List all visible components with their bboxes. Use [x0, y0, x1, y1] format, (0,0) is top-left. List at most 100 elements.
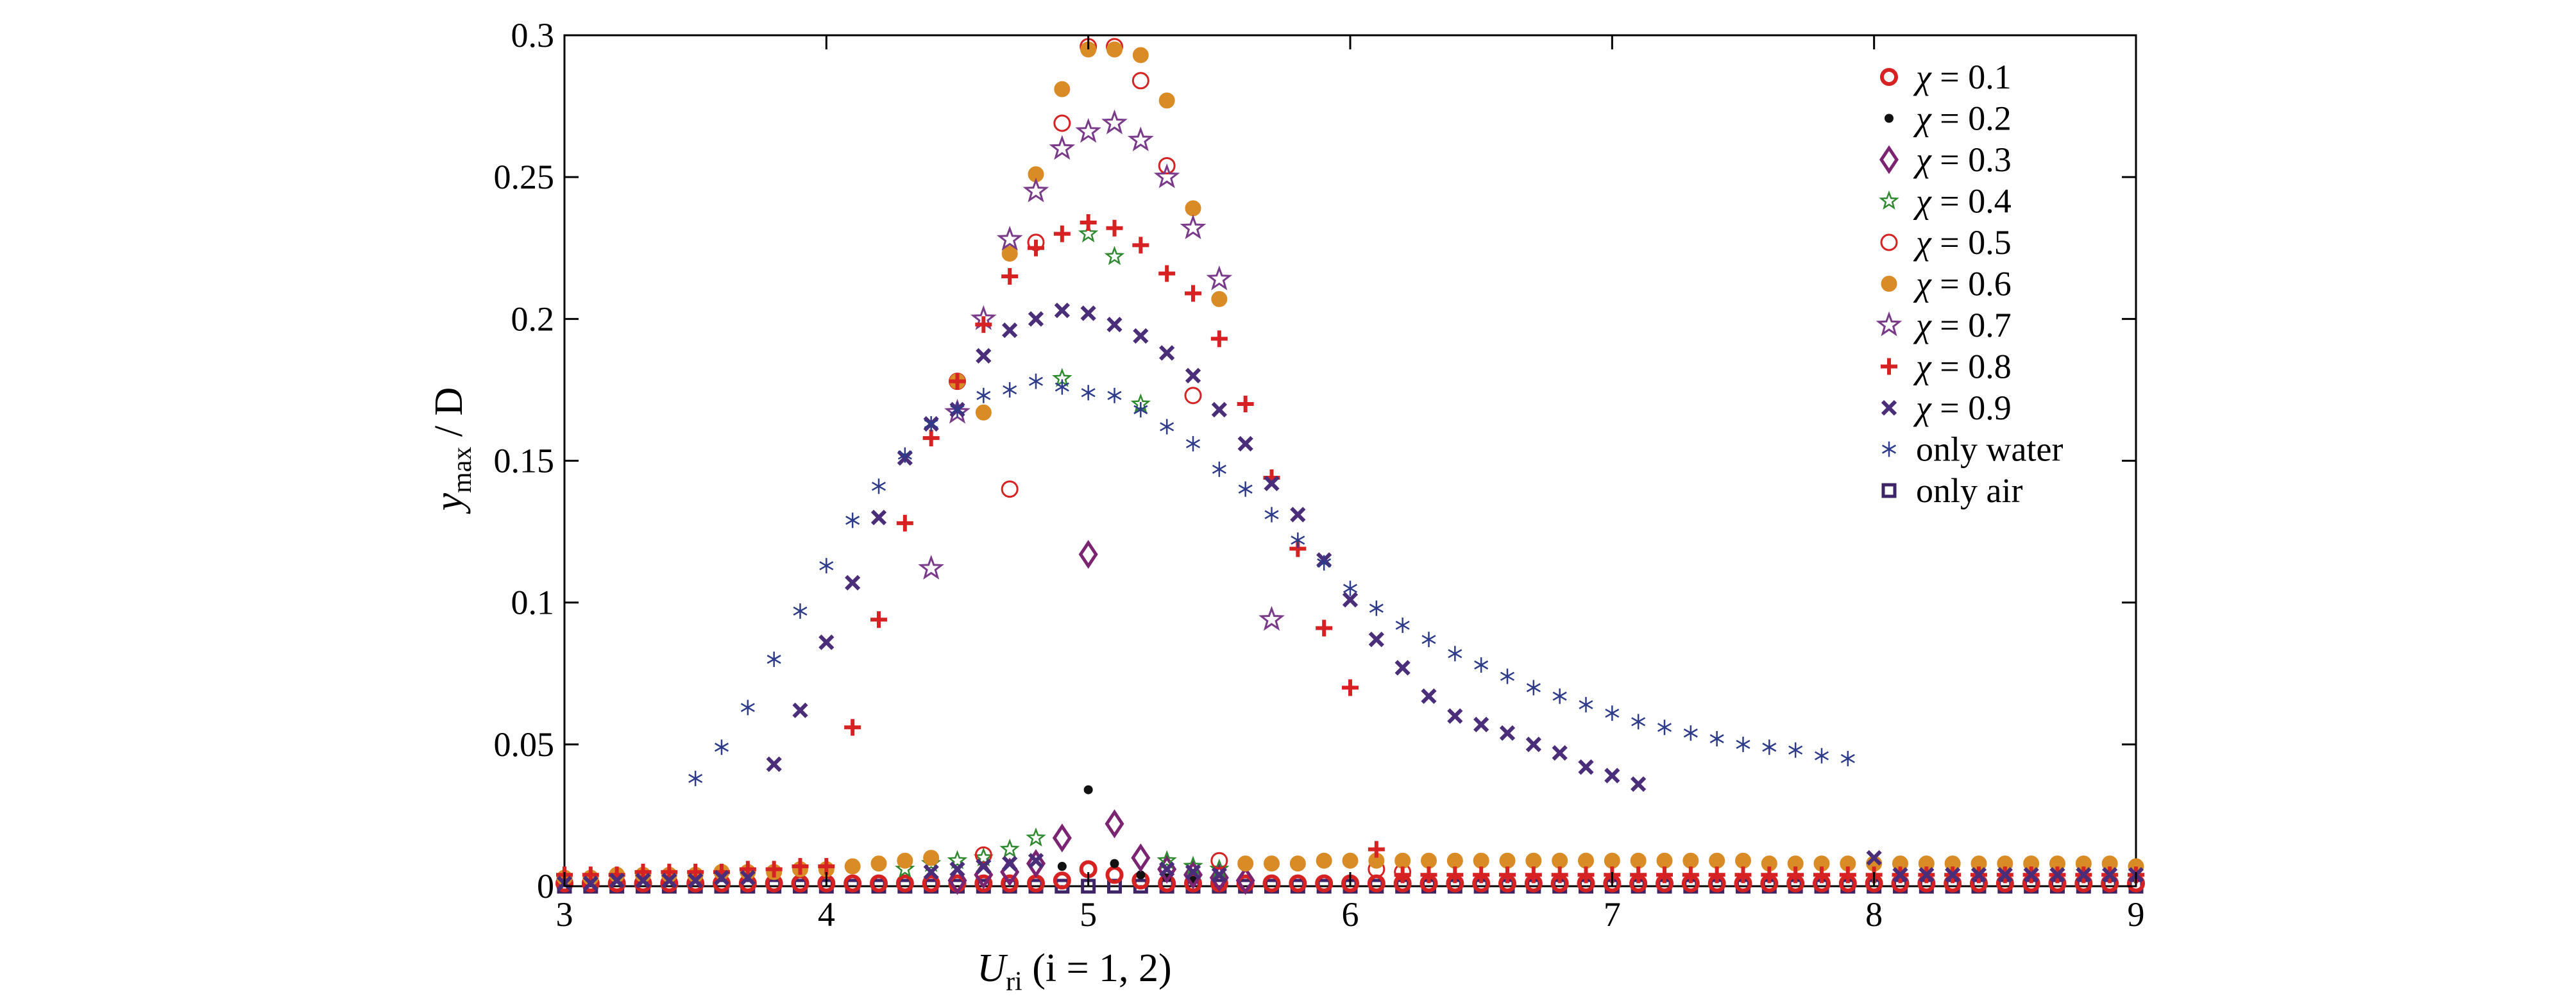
data-point [714, 739, 729, 755]
data-point [1136, 870, 1146, 880]
data-point [1185, 367, 1201, 383]
data-point [582, 875, 598, 891]
data-point [1133, 328, 1149, 344]
data-point [1001, 267, 1019, 285]
data-point [871, 478, 886, 494]
data-point [1057, 862, 1067, 871]
data-point [1003, 382, 1017, 398]
data-point [999, 838, 1020, 858]
data-point [1866, 850, 1882, 866]
legend-label: only water [1916, 430, 2063, 469]
data-point [766, 756, 782, 772]
data-point [1421, 632, 1436, 648]
data-point [1159, 345, 1175, 361]
data-point [1210, 852, 1228, 870]
data-point [1813, 866, 1830, 884]
data-point [1630, 866, 1647, 884]
data-point [1106, 41, 1123, 58]
data-point [1552, 852, 1568, 869]
legend-label: χ = 0.2 [1913, 99, 2012, 138]
data-point [918, 555, 944, 580]
data-point [1052, 823, 1072, 853]
data-point [1577, 866, 1595, 884]
data-point [1368, 632, 1384, 648]
data-point [1001, 874, 1019, 893]
data-point [582, 866, 599, 884]
data-point [1264, 475, 1280, 492]
data-point [1631, 776, 1647, 792]
data-point [1104, 246, 1125, 265]
data-point [818, 634, 835, 650]
data-point [845, 512, 860, 528]
data-point [974, 874, 993, 893]
series-5 [556, 41, 2144, 886]
data-point [1081, 385, 1096, 401]
y-tick-label: 0.3 [511, 16, 555, 55]
series-7 [556, 214, 2144, 884]
legend: χ = 0.1χ = 0.2χ = 0.3χ = 0.4χ = 0.5χ = 0… [1876, 58, 2063, 510]
data-point [1420, 866, 1437, 884]
data-point [1656, 866, 1673, 884]
legend-item: χ = 0.7 [1876, 306, 2012, 344]
legend-marker [1879, 190, 1899, 210]
data-point [1499, 852, 1516, 869]
data-point [688, 770, 703, 786]
data-point [1211, 401, 1227, 418]
data-point [765, 861, 783, 878]
data-point [1185, 864, 1201, 880]
data-point [896, 514, 913, 532]
data-point [1264, 507, 1279, 523]
data-point [843, 874, 862, 893]
x-axis-label: Uri (i = 1, 2) [977, 946, 1171, 997]
data-point [1080, 305, 1096, 321]
data-point [740, 700, 755, 716]
data-point [767, 652, 781, 668]
data-point [1970, 867, 1987, 883]
data-point [870, 855, 887, 872]
data-point [996, 226, 1023, 251]
data-point [1159, 861, 1175, 877]
data-point [1394, 660, 1411, 676]
data-point [634, 863, 652, 880]
series-3 [895, 223, 1230, 878]
data-point [1180, 214, 1207, 240]
data-point [1002, 322, 1018, 339]
data-point [1762, 739, 1777, 755]
data-point [1049, 135, 1076, 160]
data-point [1106, 219, 1123, 237]
data-point [1026, 849, 1046, 879]
data-point [1101, 109, 1128, 135]
data-point [1787, 866, 1804, 884]
data-point [1316, 619, 1333, 637]
series-1 [1057, 785, 1198, 886]
data-point [1394, 852, 1411, 869]
data-point [1105, 809, 1124, 839]
data-point [1028, 239, 1044, 257]
series-9 [688, 373, 1855, 786]
series-6 [918, 109, 1285, 631]
data-point [739, 861, 756, 878]
data-point [1001, 480, 1019, 498]
data-point [1997, 867, 2013, 883]
legend-label: only air [1916, 471, 2022, 510]
series-8 [556, 302, 2144, 891]
data-point [1604, 852, 1620, 869]
x-tick-label: 3 [556, 895, 573, 934]
data-point [1022, 177, 1049, 203]
legend-marker [1876, 311, 1902, 337]
data-point [819, 558, 834, 574]
data-point [1945, 867, 1961, 883]
data-point [1053, 225, 1071, 242]
data-point [1551, 866, 1568, 884]
legend-label: χ = 0.3 [1913, 140, 2012, 179]
data-point [1368, 841, 1385, 858]
data-point [922, 430, 940, 447]
legend-marker [1881, 483, 1897, 498]
legend-label: χ = 0.4 [1913, 182, 2012, 221]
data-point [1055, 379, 1069, 395]
data-point [1258, 605, 1285, 631]
data-point [1002, 855, 1018, 871]
data-point [2076, 867, 2092, 883]
data-point [1682, 852, 1699, 869]
legend-label: χ = 0.6 [1913, 265, 2012, 303]
